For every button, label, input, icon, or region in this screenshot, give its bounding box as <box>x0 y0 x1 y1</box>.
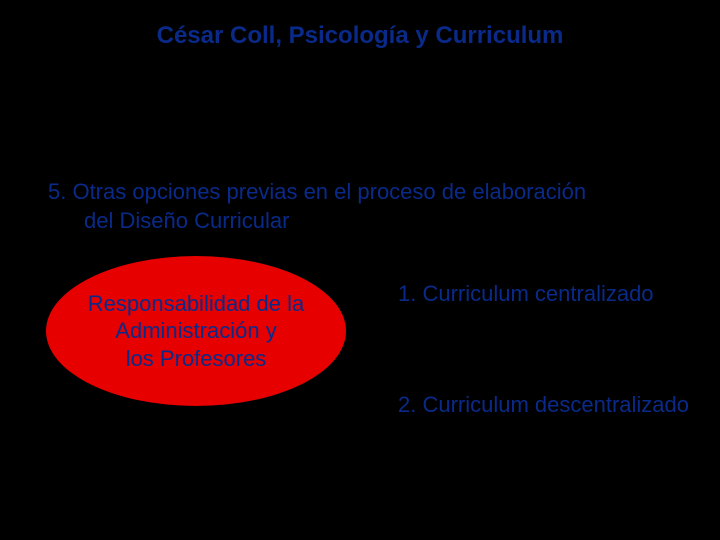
section-line1: 5. Otras opciones previas en el proceso … <box>48 178 586 207</box>
responsibility-ellipse: Responsabilidad de la Administración y l… <box>46 256 346 406</box>
ellipse-line3: los Profesores <box>88 345 305 373</box>
section-line2: del Diseño Curricular <box>48 207 586 236</box>
slide-title: César Coll, Psicología y Curriculum <box>0 22 720 50</box>
ellipse-line1: Responsabilidad de la <box>88 290 305 318</box>
slide: César Coll, Psicología y Curriculum 5. O… <box>0 0 720 540</box>
ellipse-text: Responsabilidad de la Administración y l… <box>88 290 305 373</box>
ellipse-line2: Administración y <box>88 317 305 345</box>
section-heading: 5. Otras opciones previas en el proceso … <box>48 178 586 235</box>
list-item-2: 2. Curriculum descentralizado <box>398 392 689 418</box>
list-item-1: 1. Curriculum centralizado <box>398 281 654 307</box>
